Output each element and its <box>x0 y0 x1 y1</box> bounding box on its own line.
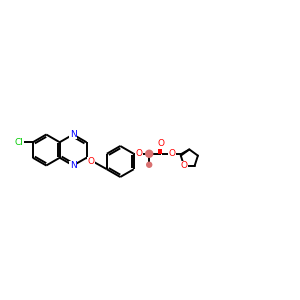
Text: O: O <box>88 157 94 166</box>
Text: N: N <box>70 161 76 170</box>
Text: N: N <box>70 130 76 139</box>
Circle shape <box>147 162 152 167</box>
Text: O: O <box>158 139 165 148</box>
Circle shape <box>146 150 153 157</box>
Text: O: O <box>135 149 142 158</box>
Text: Cl: Cl <box>15 138 23 147</box>
Text: O: O <box>168 149 175 158</box>
Text: O: O <box>181 161 188 170</box>
